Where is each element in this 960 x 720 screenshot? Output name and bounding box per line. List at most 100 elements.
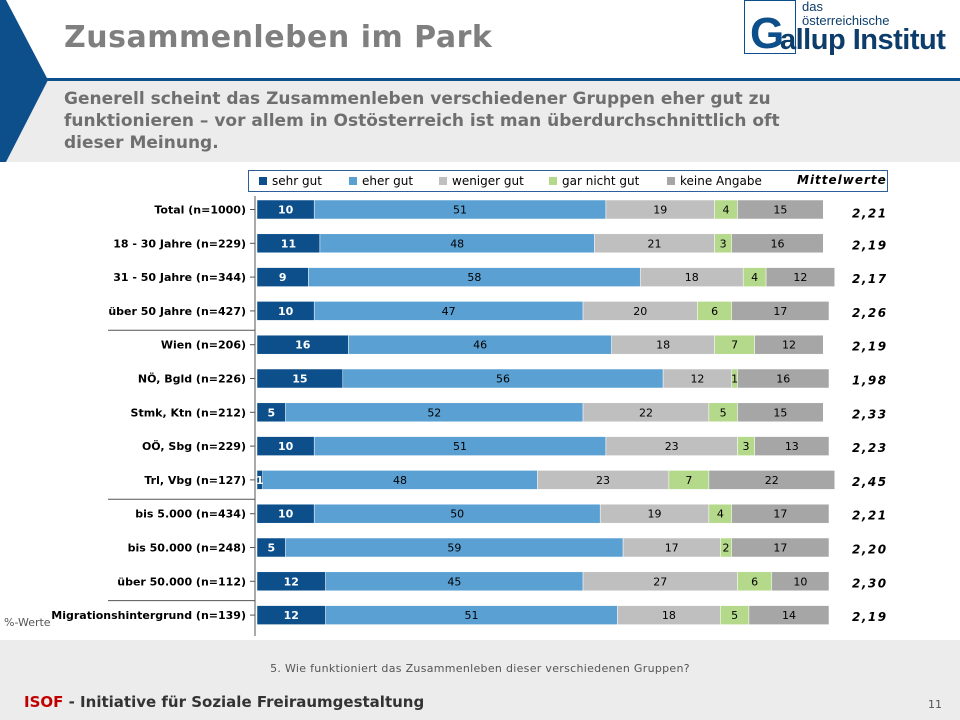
- logo-main-text: allup Institut: [780, 24, 946, 56]
- logo-initial: G: [750, 9, 785, 58]
- data-label: 22: [639, 406, 653, 419]
- logo-top-text: das österreichische: [802, 0, 889, 28]
- data-label: 10: [793, 575, 807, 588]
- data-label: 7: [731, 339, 738, 352]
- legend-label: sehr gut: [272, 174, 322, 188]
- bar-segment-keine-Angabe: [737, 199, 824, 220]
- mean-value: 2,45: [852, 475, 888, 489]
- data-label: 9: [279, 271, 287, 284]
- category-label: Total (n=1000): [154, 204, 246, 217]
- bar-segment-keine-Angabe: [748, 605, 830, 625]
- data-label: 17: [773, 508, 787, 521]
- mean-value: 2,17: [852, 272, 888, 286]
- mean-value: 2,19: [852, 238, 888, 252]
- legend-item-keine-angabe: keine Angabe: [667, 174, 762, 188]
- logo-line2: österreichische: [802, 13, 890, 28]
- legend-item-weniger-gut: weniger gut: [439, 174, 524, 188]
- footer-brand: ISOF - Initiative für Soziale Freiraumge…: [24, 693, 424, 711]
- category-label: über 50 Jahre (n=427): [108, 305, 246, 318]
- bar-segment-keine-Angabe: [754, 334, 824, 355]
- survey-question: 5. Wie funktioniert das Zusammenleben di…: [270, 662, 690, 675]
- logo-box: [744, 0, 796, 54]
- legend-label: weniger gut: [452, 174, 524, 188]
- data-label: 10: [278, 440, 294, 453]
- data-label: 23: [596, 474, 610, 487]
- mean-value: 2,19: [852, 340, 888, 354]
- data-label: 5: [731, 609, 738, 622]
- mean-value: 2,30: [852, 576, 888, 590]
- category-label: Trl, Vbg (n=127): [144, 474, 246, 487]
- data-label: 22: [765, 474, 779, 487]
- mean-value: 2,26: [852, 306, 888, 320]
- data-label: 5: [267, 542, 275, 555]
- data-label: 17: [773, 542, 787, 555]
- gallup-logo: G das österreichische allup Institut: [744, 0, 960, 56]
- mean-value: 2,21: [852, 509, 888, 523]
- data-label: 15: [773, 406, 787, 419]
- data-label: 48: [393, 474, 407, 487]
- legend-swatch: [259, 177, 267, 185]
- data-label: 12: [782, 339, 796, 352]
- legend-swatch: [667, 177, 675, 185]
- data-label: 6: [711, 305, 718, 318]
- data-label: 21: [648, 237, 662, 250]
- data-label: 51: [453, 440, 467, 453]
- bar-segment-keine-Angabe: [754, 436, 830, 456]
- data-label: 15: [773, 204, 787, 217]
- data-label: 48: [450, 237, 464, 250]
- category-label: bis 5.000 (n=434): [135, 508, 246, 521]
- bar-segment-keine-Angabe: [737, 368, 830, 389]
- bar-segment-keine-Angabe: [731, 503, 830, 524]
- data-label: 11: [281, 237, 296, 250]
- bar-segment-keine-Angabe: [731, 537, 830, 558]
- data-label: 4: [723, 204, 730, 217]
- data-label: 7: [685, 474, 692, 487]
- data-label: 19: [653, 204, 667, 217]
- data-label: 4: [717, 508, 724, 521]
- bar-segment-keine-Angabe: [737, 402, 824, 423]
- category-label: Wien (n=206): [161, 339, 246, 352]
- data-label: 46: [473, 339, 487, 352]
- category-label: NÖ, Bgld (n=226): [138, 372, 246, 386]
- legend-swatch: [439, 177, 447, 185]
- data-label: 15: [292, 373, 307, 386]
- data-label: 20: [633, 305, 647, 318]
- data-label: 50: [450, 508, 464, 521]
- category-label: über 50.000 (n=112): [117, 575, 246, 588]
- data-label: 16: [295, 339, 311, 352]
- category-label: bis 50.000 (n=248): [128, 542, 246, 555]
- data-label: 6: [751, 575, 758, 588]
- data-label: 27: [653, 575, 667, 588]
- mean-value: 2,20: [852, 543, 888, 557]
- data-label: 18: [685, 271, 699, 284]
- legend-label: gar nicht gut: [562, 174, 640, 188]
- footer-isof: ISOF: [24, 693, 64, 711]
- legend-item-gar-nicht-gut: gar nicht gut: [549, 174, 639, 188]
- category-label: Migrationshintergrund (n=139): [51, 609, 246, 622]
- page-subtitle: Generell scheint das Zusammenleben versc…: [64, 89, 780, 153]
- legend-item-sehr-gut: sehr gut: [259, 174, 322, 188]
- data-label: 18: [662, 609, 676, 622]
- page-title: Zusammenleben im Park: [64, 20, 493, 55]
- data-label: 52: [427, 406, 441, 419]
- mean-value: 2,19: [852, 610, 888, 624]
- category-label: Stmk, Ktn (n=212): [131, 406, 246, 419]
- data-label: 5: [720, 406, 727, 419]
- header-divider: [30, 78, 960, 81]
- mean-value: 2,23: [852, 441, 888, 455]
- logo-line1: das: [802, 0, 823, 14]
- header-chevron: [0, 0, 48, 162]
- category-label: OÖ, Sbg (n=229): [142, 439, 246, 453]
- footer-brand-rest: - Initiative für Soziale Freiraumgestalt…: [63, 693, 425, 711]
- data-label: 10: [278, 204, 294, 217]
- data-label: 16: [771, 237, 785, 250]
- mean-value: 2,33: [852, 407, 888, 421]
- chart-legend: sehr gut eher gut weniger gut gar nicht …: [248, 170, 888, 192]
- data-label: 12: [793, 271, 807, 284]
- data-label: 12: [284, 609, 299, 622]
- data-label: 58: [467, 271, 481, 284]
- legend-swatch: [549, 177, 557, 185]
- data-label: 14: [782, 609, 796, 622]
- bar-segment-keine-Angabe: [731, 301, 830, 321]
